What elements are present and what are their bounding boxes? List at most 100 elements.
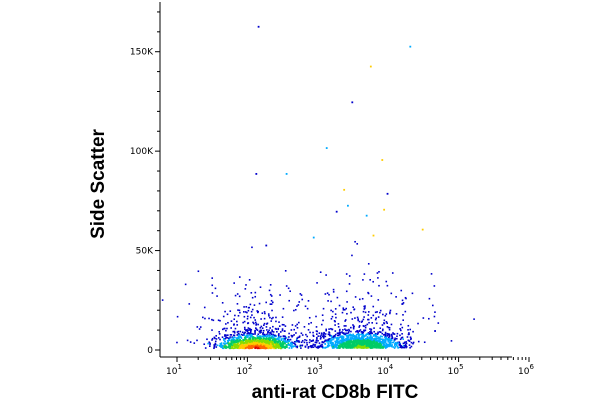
data-point [385, 346, 388, 349]
data-point [391, 344, 394, 346]
data-point [248, 339, 250, 342]
data-point [217, 319, 220, 322]
data-point [243, 332, 246, 334]
data-point [254, 331, 256, 334]
data-point [353, 345, 355, 348]
data-point [349, 337, 352, 339]
data-point [290, 345, 292, 347]
data-point [285, 285, 288, 287]
data-point [362, 340, 365, 343]
data-point [315, 326, 318, 328]
data-point [319, 344, 322, 347]
data-point [390, 337, 393, 340]
data-point [281, 328, 284, 330]
data-point [263, 341, 266, 343]
data-point [368, 337, 371, 339]
data-point [283, 346, 286, 349]
data-point [287, 287, 290, 290]
data-point [352, 334, 354, 337]
data-point [319, 271, 322, 273]
data-point [277, 338, 279, 341]
data-point [337, 341, 339, 344]
data-point [344, 342, 347, 345]
data-point [348, 338, 350, 341]
data-point [325, 346, 328, 349]
data-point [402, 302, 405, 304]
data-point [241, 343, 244, 346]
data-point [274, 334, 276, 337]
data-point [218, 333, 221, 335]
data-point [299, 293, 302, 295]
data-point [266, 341, 269, 343]
data-point [222, 347, 225, 350]
data-point [278, 339, 281, 341]
data-point [254, 333, 256, 335]
data-point [319, 345, 322, 348]
data-point [246, 330, 248, 332]
data-point [356, 342, 359, 345]
data-point [350, 330, 352, 333]
data-point [241, 331, 244, 334]
data-point [389, 311, 391, 313]
outlier-point [325, 147, 328, 149]
data-point [336, 340, 339, 343]
data-point [359, 298, 361, 301]
data-point [250, 330, 252, 333]
data-point [221, 302, 224, 304]
data-point [260, 337, 263, 340]
data-point [213, 347, 215, 350]
data-point [348, 283, 351, 285]
data-point [211, 329, 213, 331]
data-point [354, 336, 356, 338]
data-point [349, 333, 351, 336]
outlier-point [386, 192, 389, 195]
data-point [345, 273, 348, 275]
data-point [213, 345, 216, 348]
data-point [371, 337, 373, 339]
data-point [381, 339, 384, 342]
data-point [315, 346, 318, 349]
data-point [244, 340, 247, 343]
data-point [374, 344, 377, 346]
data-point [309, 345, 312, 348]
data-point [321, 314, 324, 316]
data-point [366, 323, 369, 326]
data-point [386, 322, 388, 324]
data-point [268, 335, 271, 337]
data-point [386, 332, 389, 335]
outlier-point [365, 214, 368, 217]
data-point [324, 333, 327, 335]
data-point [354, 240, 356, 243]
data-point [270, 332, 272, 335]
data-point [292, 345, 294, 347]
data-point [297, 304, 300, 306]
data-point [361, 334, 364, 336]
data-point [240, 336, 243, 339]
data-point [247, 329, 250, 331]
data-point [353, 343, 356, 346]
data-point [372, 343, 374, 345]
data-point [296, 323, 298, 326]
data-point [263, 342, 265, 345]
data-point [327, 345, 330, 348]
data-point [376, 341, 378, 343]
data-point [276, 343, 279, 345]
data-point [362, 310, 365, 313]
data-point [323, 331, 325, 334]
data-point [237, 344, 240, 347]
data-point [399, 328, 401, 330]
data-point [267, 332, 269, 334]
data-point [270, 347, 272, 349]
data-point [376, 341, 378, 344]
data-point [358, 330, 361, 332]
data-point [363, 345, 366, 347]
data-point [240, 333, 243, 336]
data-point [280, 338, 283, 340]
data-point [473, 318, 475, 320]
data-point [350, 334, 352, 336]
data-point [277, 345, 280, 348]
data-point [227, 346, 230, 349]
data-point [358, 325, 361, 327]
data-point [309, 331, 311, 334]
data-point [330, 300, 332, 303]
